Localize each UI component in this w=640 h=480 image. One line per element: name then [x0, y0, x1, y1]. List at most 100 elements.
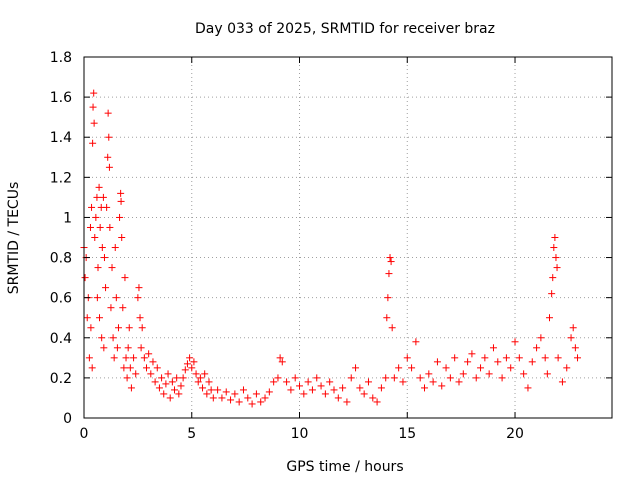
data-point	[132, 370, 140, 378]
data-point	[549, 274, 557, 282]
data-point	[574, 354, 582, 362]
data-point	[552, 254, 560, 262]
data-point	[511, 338, 519, 346]
x-tick-label: 15	[398, 426, 416, 442]
grid-lines	[84, 57, 612, 418]
data-point	[235, 398, 243, 406]
data-point	[151, 378, 159, 386]
data-point	[339, 384, 347, 392]
data-point	[120, 364, 128, 372]
data-point	[87, 324, 95, 332]
data-point	[551, 234, 559, 241]
data-point	[100, 254, 108, 262]
data-point	[412, 338, 420, 346]
data-point	[190, 358, 198, 366]
data-point	[498, 374, 506, 382]
data-point	[313, 374, 321, 382]
data-point	[147, 370, 155, 378]
data-point	[162, 380, 170, 388]
data-point	[90, 89, 98, 97]
chart-title: Day 033 of 2025, SRMTID for receiver bra…	[195, 21, 495, 37]
data-point	[199, 384, 207, 392]
data-point	[524, 384, 532, 392]
data-point	[515, 354, 523, 362]
y-tick-label: 0.8	[50, 251, 72, 267]
data-point	[93, 193, 101, 201]
data-point	[382, 374, 390, 382]
plot-frame	[83, 56, 613, 419]
data-point	[543, 370, 551, 378]
data-point	[89, 139, 97, 147]
data-point	[98, 334, 106, 342]
data-point	[168, 378, 176, 386]
data-point	[352, 364, 360, 372]
data-point	[207, 386, 215, 394]
data-point	[265, 388, 273, 396]
y-tick-label: 0.4	[50, 331, 72, 347]
data-point	[121, 274, 129, 282]
data-point	[89, 103, 97, 111]
data-point	[261, 394, 269, 402]
data-point	[373, 398, 381, 406]
data-point	[117, 197, 125, 205]
data-point	[291, 374, 299, 382]
data-point	[104, 153, 112, 161]
data-point	[569, 324, 577, 332]
data-point	[257, 398, 265, 406]
y-tick-label: 0.2	[50, 371, 72, 387]
data-point	[183, 360, 191, 368]
data-point	[356, 384, 364, 392]
data-point	[196, 374, 204, 382]
y-tick-label: 1.4	[50, 130, 72, 146]
data-point	[537, 334, 545, 342]
data-point	[203, 390, 211, 398]
data-point	[130, 354, 138, 362]
data-point	[119, 304, 127, 312]
data-point	[408, 364, 416, 372]
data-point	[326, 378, 334, 386]
data-point	[276, 354, 284, 362]
data-point	[137, 344, 145, 352]
y-axis-label: SRMTID / TECUs	[6, 182, 22, 295]
data-point	[125, 324, 133, 332]
data-point	[369, 394, 377, 402]
data-point	[194, 378, 202, 386]
data-point	[429, 378, 437, 386]
data-point	[388, 324, 396, 332]
data-point	[384, 294, 392, 302]
data-point	[252, 390, 260, 398]
data-point	[122, 354, 130, 362]
data-point	[116, 213, 124, 221]
data-point	[209, 394, 217, 402]
data-point	[81, 274, 89, 282]
x-tick-label: 0	[80, 426, 89, 442]
data-point	[105, 163, 113, 171]
data-point	[321, 390, 329, 398]
data-point	[533, 344, 541, 352]
data-point	[330, 386, 338, 394]
data-point	[567, 334, 575, 342]
data-point	[113, 344, 121, 352]
data-point	[270, 378, 278, 386]
data-point	[93, 294, 101, 302]
data-point	[90, 119, 98, 127]
data-point	[107, 304, 115, 312]
data-point	[455, 378, 463, 386]
data-point	[140, 354, 148, 362]
data-point	[546, 314, 554, 322]
data-point	[108, 264, 116, 272]
data-point	[103, 203, 111, 211]
data-point	[111, 244, 119, 252]
data-point	[550, 244, 558, 252]
data-point	[395, 364, 403, 372]
data-point	[554, 354, 562, 362]
data-point	[239, 386, 247, 394]
data-point	[127, 384, 135, 392]
data-point	[416, 374, 424, 382]
data-point	[558, 378, 566, 386]
data-point	[283, 378, 291, 386]
data-points	[80, 89, 582, 408]
data-point	[160, 390, 168, 398]
data-point	[98, 244, 106, 252]
data-point	[142, 364, 150, 372]
